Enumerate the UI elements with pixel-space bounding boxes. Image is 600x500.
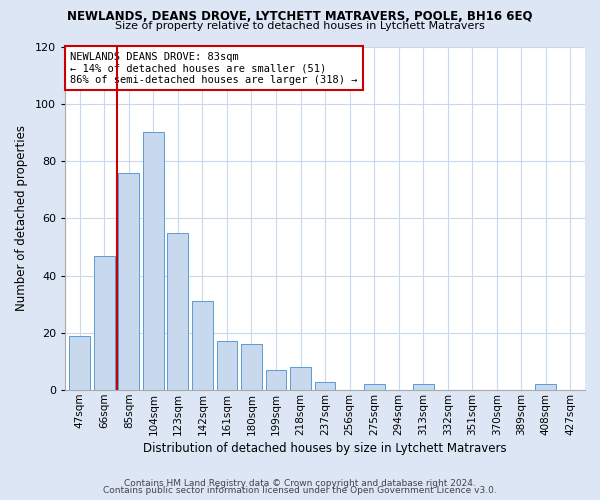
Bar — [192, 302, 213, 390]
Y-axis label: Number of detached properties: Number of detached properties — [15, 126, 28, 312]
Bar — [413, 384, 434, 390]
Bar — [118, 172, 139, 390]
Text: Size of property relative to detached houses in Lytchett Matravers: Size of property relative to detached ho… — [115, 21, 485, 31]
Text: Contains public sector information licensed under the Open Government Licence v3: Contains public sector information licen… — [103, 486, 497, 495]
Bar — [94, 256, 115, 390]
Text: NEWLANDS, DEANS DROVE, LYTCHETT MATRAVERS, POOLE, BH16 6EQ: NEWLANDS, DEANS DROVE, LYTCHETT MATRAVER… — [67, 10, 533, 23]
Bar — [314, 382, 335, 390]
X-axis label: Distribution of detached houses by size in Lytchett Matravers: Distribution of detached houses by size … — [143, 442, 507, 455]
Text: NEWLANDS DEANS DROVE: 83sqm
← 14% of detached houses are smaller (51)
86% of sem: NEWLANDS DEANS DROVE: 83sqm ← 14% of det… — [70, 52, 358, 85]
Text: Contains HM Land Registry data © Crown copyright and database right 2024.: Contains HM Land Registry data © Crown c… — [124, 478, 476, 488]
Bar — [143, 132, 164, 390]
Bar — [364, 384, 385, 390]
Bar — [167, 232, 188, 390]
Bar — [241, 344, 262, 390]
Bar — [70, 336, 90, 390]
Bar — [217, 342, 238, 390]
Bar — [535, 384, 556, 390]
Bar — [290, 367, 311, 390]
Bar — [266, 370, 286, 390]
